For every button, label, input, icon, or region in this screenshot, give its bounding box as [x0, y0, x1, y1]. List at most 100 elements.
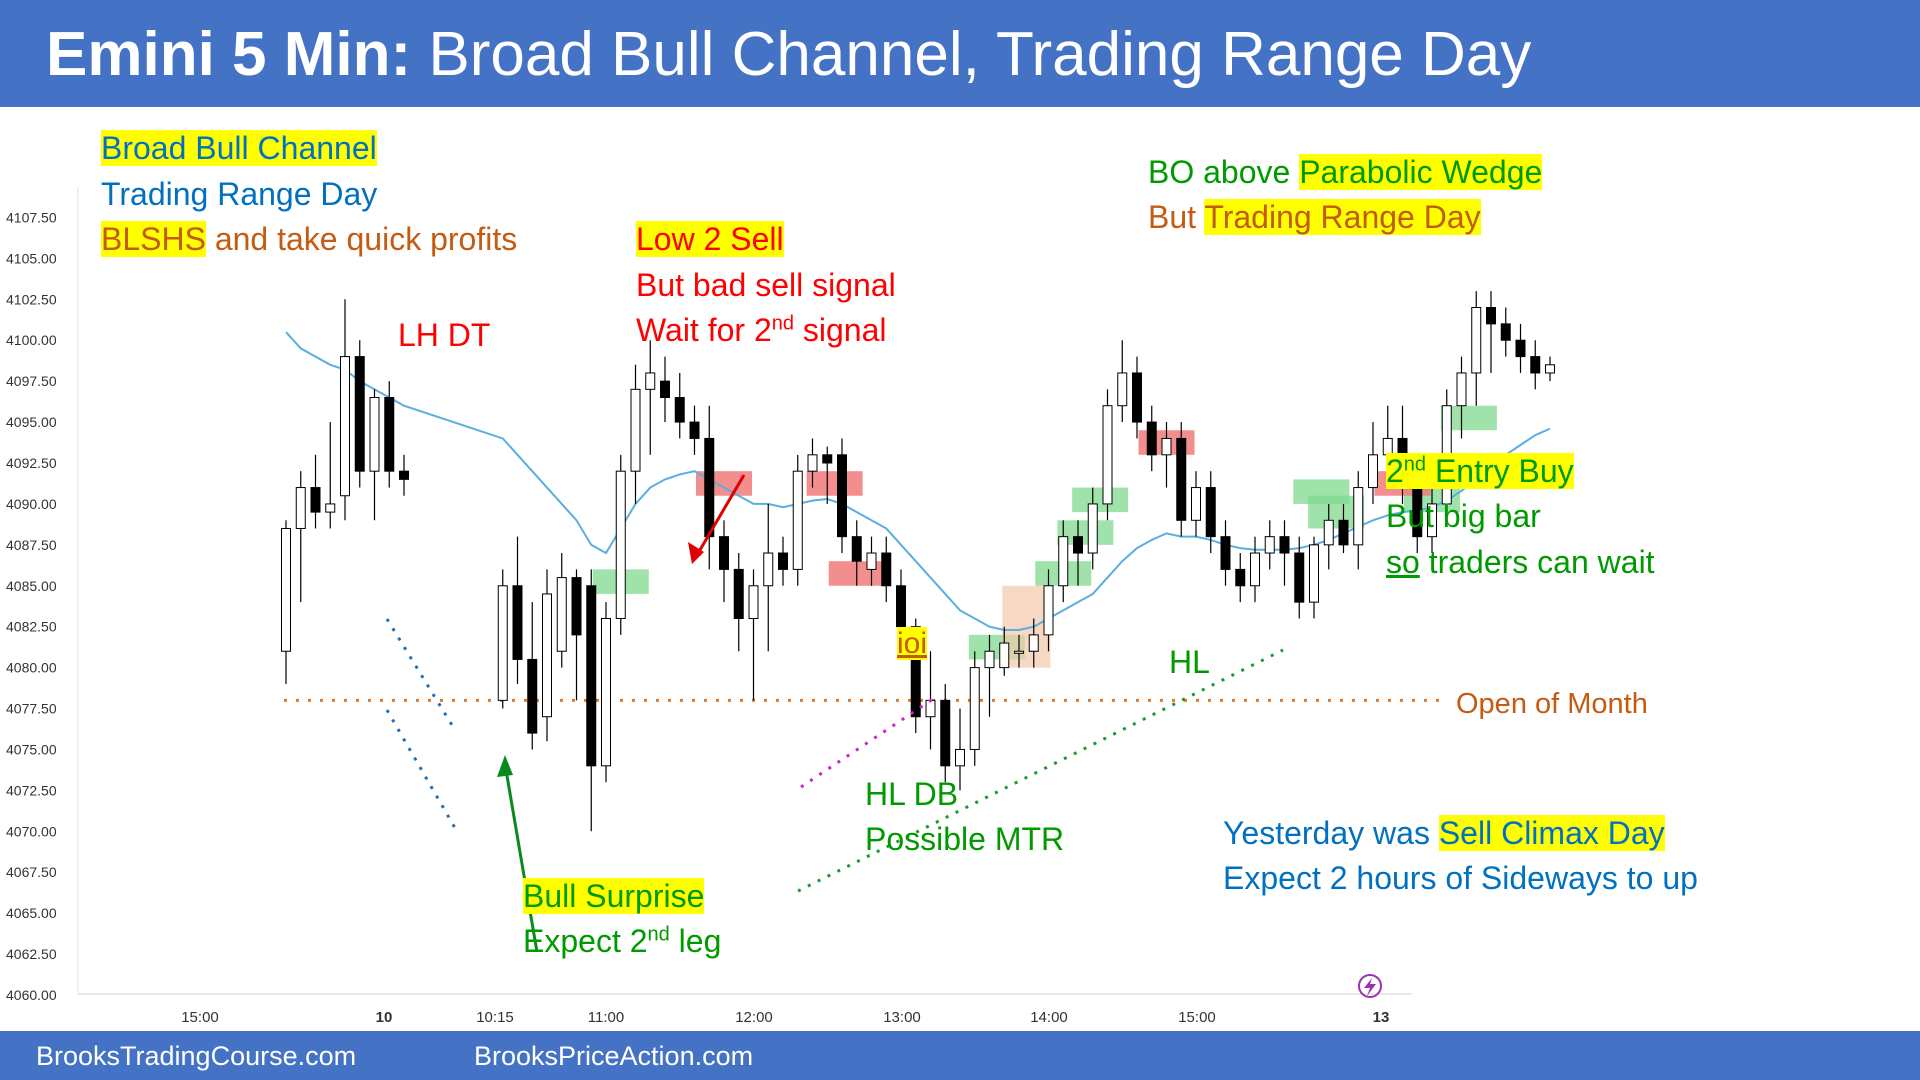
- candle-body: [660, 380, 670, 399]
- y-tick-label: 4080.00: [6, 660, 57, 676]
- candle-body: [340, 356, 350, 497]
- y-tick-label: 4075.00: [6, 741, 57, 757]
- candle-body: [1132, 372, 1142, 423]
- footer-banner: [0, 1031, 1920, 1080]
- candle-body: [1294, 552, 1305, 603]
- candle-body: [586, 585, 597, 767]
- note-lh-dt: LH DT: [398, 317, 491, 353]
- note-hl-db: HL DB: [865, 776, 959, 812]
- candle-body: [384, 397, 395, 472]
- x-tick-label: 10: [376, 1009, 393, 1026]
- candle-body: [748, 585, 759, 620]
- candle-body: [910, 626, 921, 718]
- candle-body: [1338, 519, 1349, 546]
- candle-body: [1043, 585, 1054, 636]
- buy-signal-box: [1072, 487, 1129, 513]
- magenta-trend-line: [800, 697, 934, 789]
- y-tick-label: 4102.50: [6, 291, 57, 307]
- candle-body: [984, 650, 995, 669]
- candle-body: [778, 552, 788, 570]
- y-tick-label: 4070.00: [6, 823, 57, 839]
- candle-body: [866, 552, 877, 570]
- candle-body: [1176, 437, 1187, 521]
- candle-body: [1323, 519, 1334, 546]
- candle-body: [1500, 323, 1511, 341]
- candle-body: [295, 487, 306, 529]
- candle-body: [601, 618, 611, 767]
- note-blshs: BLSHS and take quick profits: [101, 221, 518, 257]
- bull-trend-line: [797, 648, 1284, 893]
- x-tick-label: 11:00: [588, 1009, 624, 1026]
- candle-body: [969, 667, 980, 750]
- note-yesterday-sell-climax: Yesterday was Sell Climax Day: [1223, 815, 1665, 851]
- candle-body: [719, 536, 729, 570]
- candle-body: [940, 699, 951, 767]
- bull-surprise-arrowhead: [497, 755, 513, 777]
- x-tick-label: 12:00: [735, 1009, 773, 1026]
- note-bo-parabolic-wedge: BO above Parabolic Wedge: [1148, 154, 1543, 190]
- candle-body: [837, 454, 847, 538]
- wedge-upper-line: [385, 618, 457, 731]
- candle-body: [354, 356, 365, 472]
- candle-body: [1146, 421, 1157, 456]
- chart-title: Emini 5 Min: Broad Bull Channel, Trading…: [46, 20, 1531, 90]
- y-tick-label: 4065.00: [6, 905, 57, 921]
- note-bad-sell-signal: But bad sell signal: [636, 267, 896, 303]
- low2-sell-arrow: [695, 474, 746, 556]
- x-tick-label: 15:00: [181, 1009, 219, 1026]
- note-bull-surprise: Bull Surprise: [523, 878, 705, 914]
- candle-body: [1545, 364, 1555, 374]
- candle-body: [1220, 536, 1231, 570]
- lightning-icon: [1358, 974, 1382, 998]
- y-tick-label: 4107.50: [6, 209, 57, 225]
- candle-body: [822, 454, 833, 464]
- candle-body: [542, 593, 552, 718]
- y-tick-label: 4097.50: [6, 373, 57, 389]
- note-ioi: ioi: [897, 627, 928, 660]
- candle-body: [399, 470, 409, 480]
- note-broad-bull-channel: Broad Bull Channel: [101, 130, 377, 166]
- candle-body: [512, 585, 523, 660]
- candle-body: [1515, 339, 1526, 358]
- x-tick-label: 13: [1373, 1009, 1390, 1026]
- candle-body: [571, 577, 582, 636]
- note-possible-mtr: Possible MTR: [865, 821, 1065, 857]
- candle-body: [1102, 405, 1113, 505]
- y-tick-label: 4087.50: [6, 537, 57, 553]
- candle-body: [1250, 552, 1260, 587]
- footer-link-left[interactable]: BrooksTradingCourse.com: [36, 1041, 357, 1071]
- y-tick-label: 4105.00: [6, 250, 57, 266]
- candle-body: [733, 568, 744, 620]
- wedge-lower-line: [385, 709, 457, 829]
- candle-body: [1264, 536, 1275, 554]
- title-banner: [0, 0, 1920, 107]
- y-tick-label: 4100.00: [6, 332, 57, 348]
- candle-body: [1117, 372, 1128, 407]
- footer-link-right[interactable]: BrooksPriceAction.com: [474, 1041, 754, 1071]
- note-open-of-month: Open of Month: [1456, 688, 1648, 720]
- y-tick-label: 4095.00: [6, 414, 57, 430]
- candle-body: [1309, 544, 1319, 603]
- candle-body: [999, 642, 1010, 669]
- bull-surprise-arrow: [503, 763, 539, 953]
- note-big-bar: But big bar: [1386, 498, 1541, 534]
- y-tick-label: 4082.50: [6, 619, 57, 635]
- low2-sell-arrowhead: [688, 542, 704, 564]
- y-tick-label: 4092.50: [6, 455, 57, 471]
- y-tick-label: 4067.50: [6, 864, 57, 880]
- note-2nd-entry-buy: 2nd Entry Buy: [1386, 453, 1574, 489]
- candle-body: [1279, 536, 1290, 554]
- title-rest: Broad Bull Channel, Trading Range Day: [428, 20, 1532, 89]
- candle-body: [1014, 650, 1024, 654]
- candle-body: [310, 487, 321, 513]
- x-tick-label: 13:00: [883, 1009, 921, 1026]
- candle-body: [1486, 306, 1496, 325]
- candle-body: [556, 577, 567, 652]
- candle-body: [645, 372, 656, 390]
- candle-body: [527, 658, 538, 734]
- candle-body: [1161, 437, 1172, 456]
- candle-body: [325, 503, 336, 513]
- y-tick-label: 4072.50: [6, 782, 57, 798]
- candle-body: [1427, 503, 1437, 538]
- candle-body: [955, 748, 965, 767]
